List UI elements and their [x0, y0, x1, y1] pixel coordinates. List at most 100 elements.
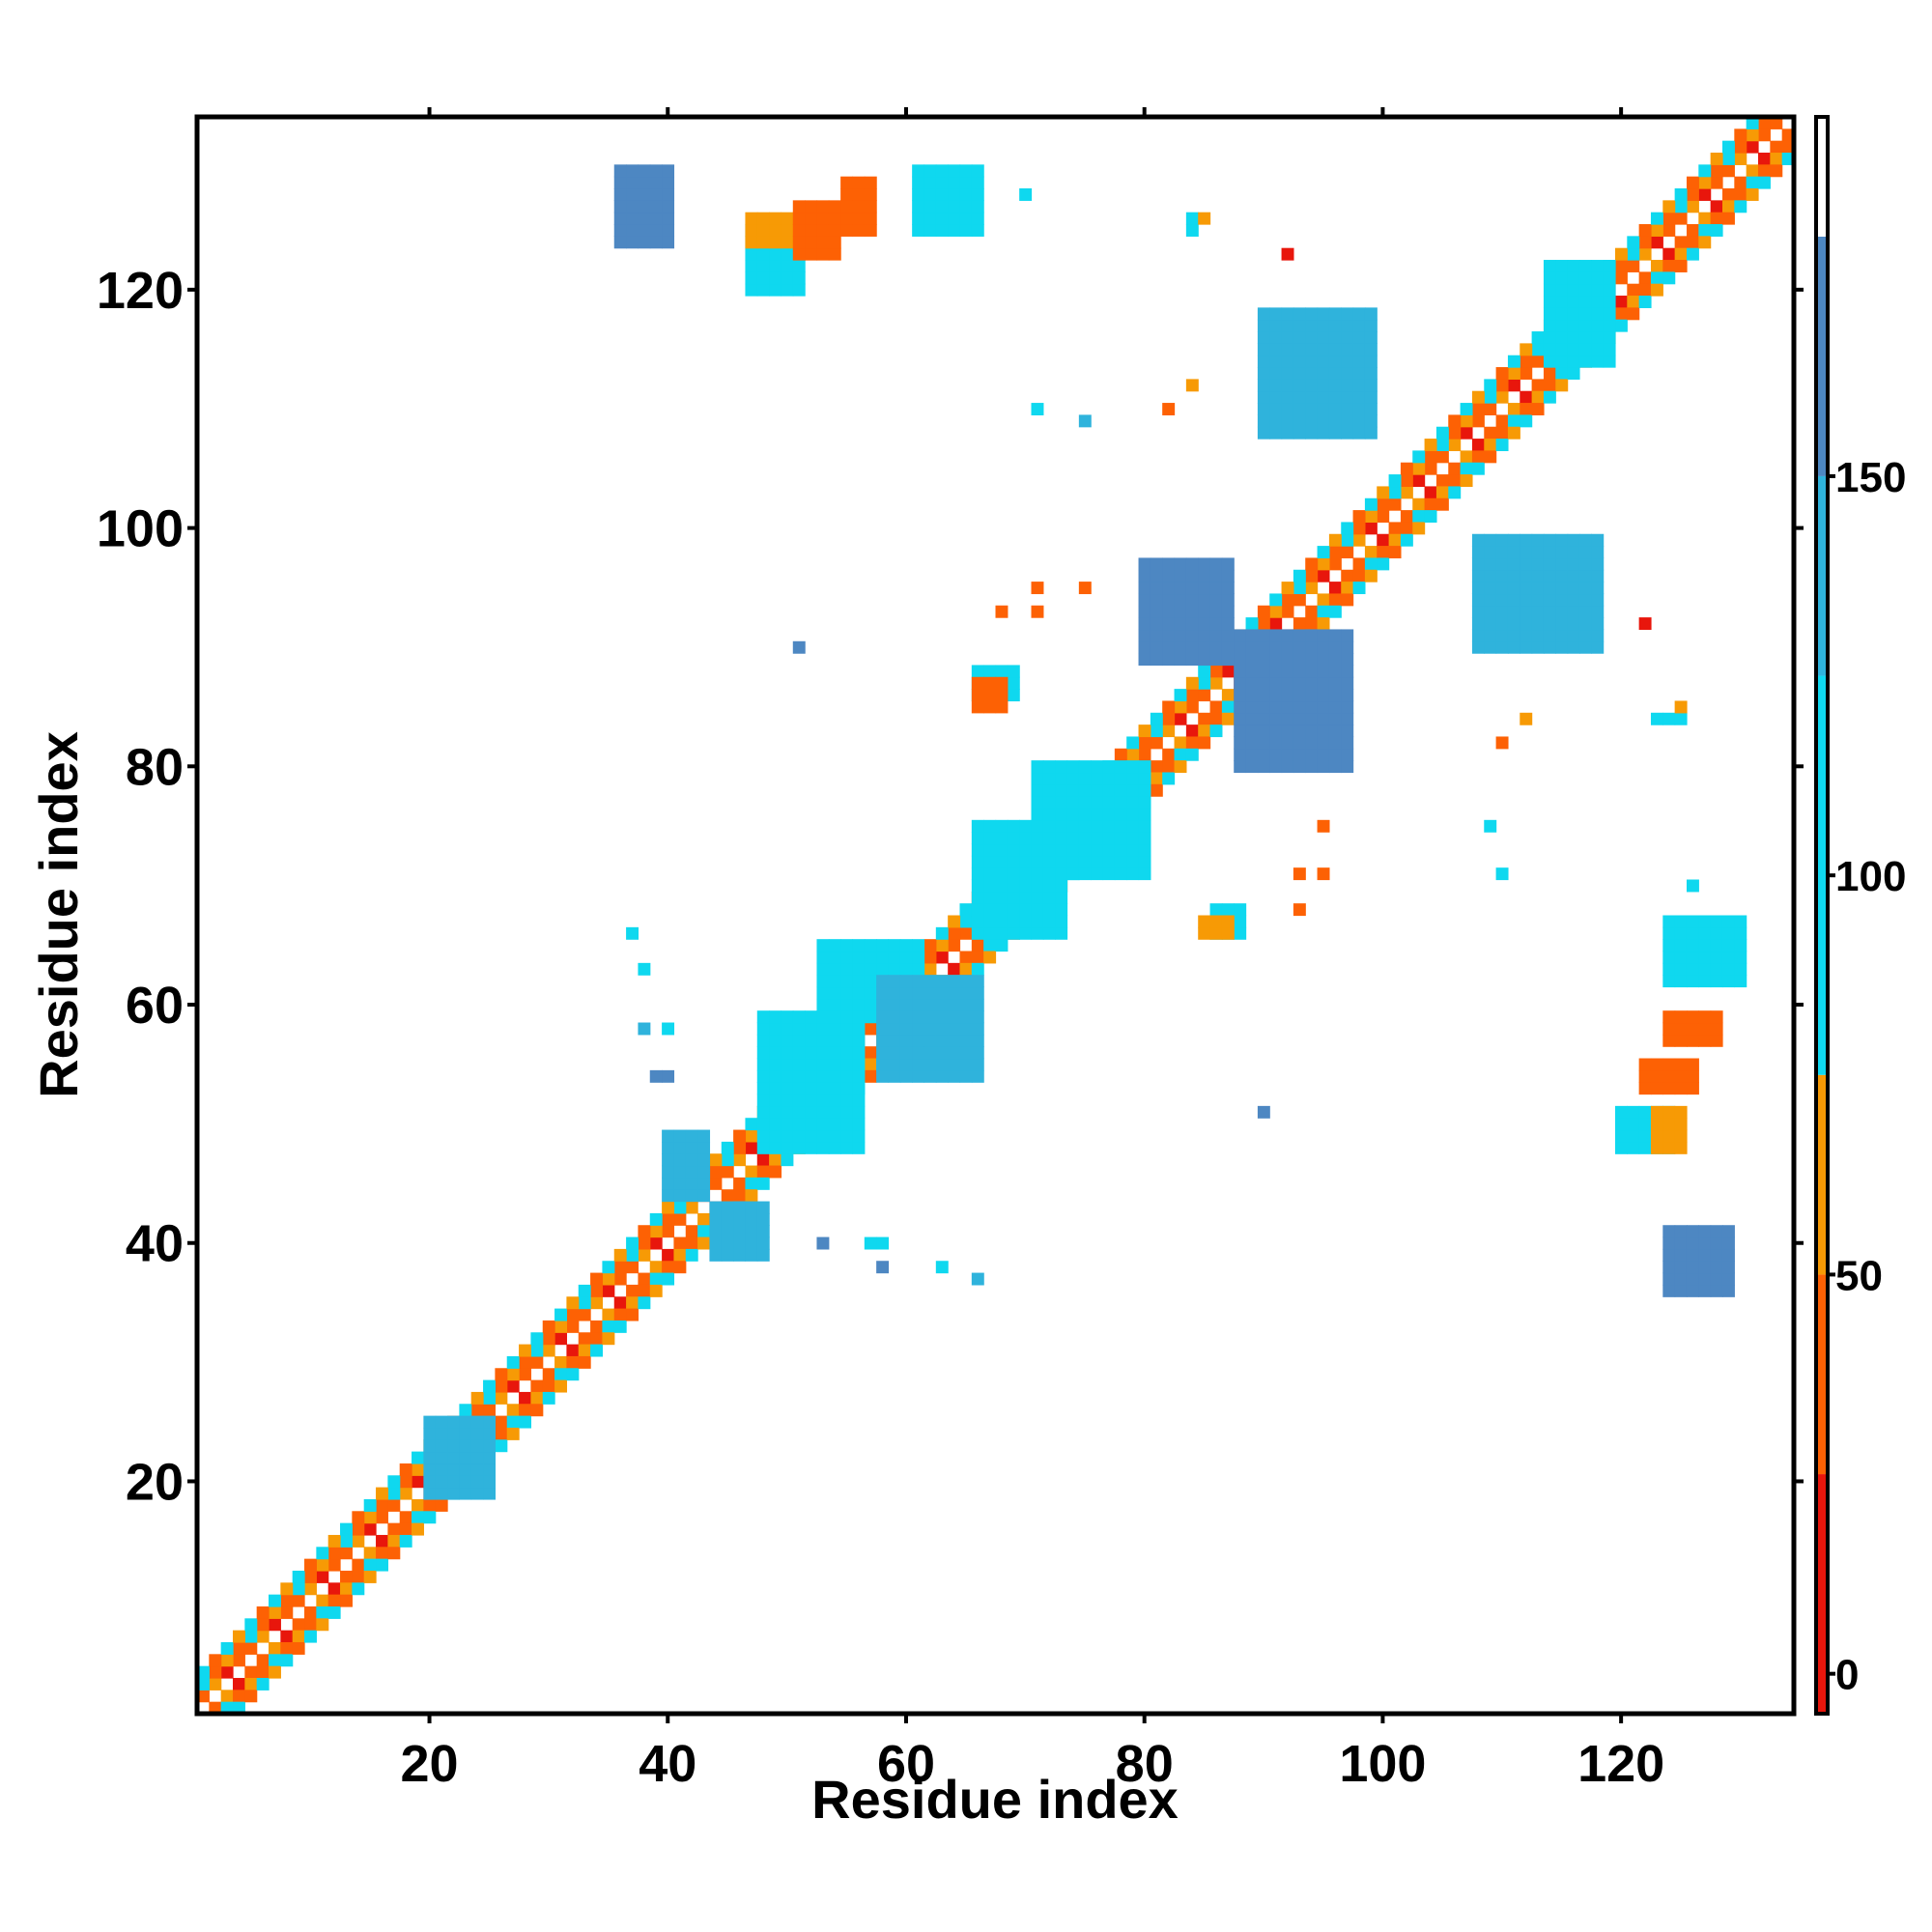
heatmap-cell — [578, 1355, 591, 1369]
heatmap-cell — [792, 1118, 806, 1131]
heatmap-cell — [1364, 379, 1378, 392]
heatmap-cell — [1185, 736, 1199, 750]
heatmap-cell — [1102, 855, 1116, 868]
heatmap-cell — [1734, 176, 1747, 189]
heatmap-cell — [1174, 760, 1187, 774]
heatmap-cell — [1305, 582, 1319, 595]
heatmap-cell — [1364, 557, 1378, 571]
heatmap-cell — [1126, 808, 1140, 821]
heatmap-cell — [1042, 903, 1056, 917]
heatmap-cell — [662, 1177, 675, 1190]
heatmap-cell — [995, 855, 1009, 868]
heatmap-cell — [1019, 926, 1033, 940]
heatmap-cell — [233, 1701, 245, 1715]
heatmap-cell — [1734, 975, 1747, 988]
heatmap-cell — [1102, 819, 1116, 833]
heatmap-cell — [1328, 414, 1342, 428]
heatmap-cell — [649, 1272, 663, 1286]
heatmap-cell — [995, 819, 1009, 833]
heatmap-cell — [1698, 1022, 1712, 1036]
heatmap-cell — [1495, 439, 1509, 452]
heatmap-cell — [1185, 689, 1199, 702]
heatmap-cell — [566, 1355, 580, 1369]
heatmap-cell — [959, 962, 973, 976]
heatmap-cell — [1650, 283, 1663, 297]
heatmap-cell — [1198, 605, 1211, 618]
heatmap-cell — [435, 1498, 448, 1512]
heatmap-cell — [1269, 319, 1283, 332]
heatmap-cell — [626, 926, 639, 940]
heatmap-cell — [1543, 355, 1556, 368]
heatmap-cell — [1019, 903, 1033, 917]
heatmap-cell — [828, 1141, 841, 1154]
heatmap-cell — [1234, 676, 1247, 690]
heatmap-cell — [1471, 414, 1485, 428]
heatmap-cell — [1662, 247, 1676, 261]
heatmap-cell — [697, 1177, 711, 1190]
heatmap-cell — [1495, 617, 1509, 631]
heatmap-cell — [1138, 867, 1151, 881]
heatmap-cell — [1162, 569, 1176, 582]
heatmap-cell — [828, 1046, 841, 1060]
heatmap-cell — [1328, 724, 1342, 738]
heatmap-cell — [1185, 700, 1199, 714]
heatmap-cell — [1328, 689, 1342, 702]
heatmap-cell — [1710, 212, 1723, 225]
heatmap-cell — [1460, 403, 1473, 415]
heatmap-cell — [948, 224, 961, 237]
colorbar-tick-label: 100 — [1835, 853, 1906, 900]
heatmap-cell — [697, 1189, 711, 1203]
heatmap-cell — [721, 1212, 734, 1226]
heatmap-cell — [959, 1069, 973, 1083]
heatmap-cell — [1126, 748, 1140, 761]
heatmap-cell — [1257, 700, 1270, 714]
heatmap-cell — [864, 188, 877, 201]
heatmap-cell — [1674, 975, 1688, 988]
heatmap-cell — [470, 1391, 484, 1405]
y-tick-label: 60 — [126, 977, 184, 1035]
heatmap-cell — [733, 1189, 747, 1203]
heatmap-cell — [1019, 867, 1033, 881]
heatmap-cell — [948, 1069, 961, 1083]
heatmap-cell — [506, 1415, 520, 1429]
heatmap-cell — [1269, 414, 1283, 428]
heatmap-cell — [1269, 403, 1283, 415]
heatmap-cell — [638, 1248, 651, 1262]
heatmap-cell — [1042, 832, 1056, 845]
heatmap-cell — [1698, 188, 1712, 201]
heatmap-cell — [733, 1153, 747, 1167]
heatmap-cell — [1257, 414, 1270, 428]
heatmap-cell — [1471, 390, 1485, 404]
heatmap-cell — [1520, 390, 1533, 404]
heatmap-cell — [1674, 1118, 1688, 1131]
heatmap-cell — [828, 951, 841, 964]
heatmap-cell — [376, 1498, 388, 1512]
heatmap-cell — [1269, 343, 1283, 356]
heatmap-cell — [1567, 307, 1580, 321]
heatmap-cell — [1495, 867, 1509, 881]
heatmap-cell — [1257, 724, 1270, 738]
heatmap-cell — [1234, 629, 1247, 642]
heatmap-cell — [1435, 450, 1449, 464]
heatmap-cell — [542, 1368, 555, 1381]
heatmap-cell — [1650, 1105, 1663, 1119]
heatmap-cell — [1221, 653, 1235, 667]
heatmap-cell — [566, 1344, 580, 1357]
heatmap-cell — [1257, 379, 1270, 392]
heatmap-cell — [459, 1475, 472, 1489]
heatmap-cell — [864, 1069, 877, 1083]
heatmap-cell — [483, 1391, 496, 1405]
heatmap-cell — [912, 188, 925, 201]
heatmap-cell — [197, 1665, 210, 1679]
heatmap-cell — [1352, 426, 1366, 440]
heatmap-cell — [1721, 1225, 1735, 1238]
heatmap-cell — [423, 1487, 437, 1500]
heatmap-cell — [864, 212, 877, 225]
heatmap-cell — [1305, 712, 1319, 725]
heatmap-cell — [626, 1261, 639, 1274]
heatmap-cell — [566, 1320, 580, 1333]
heatmap-cell — [1448, 462, 1462, 475]
heatmap-cell — [506, 1368, 520, 1381]
heatmap-cell — [1138, 748, 1151, 761]
